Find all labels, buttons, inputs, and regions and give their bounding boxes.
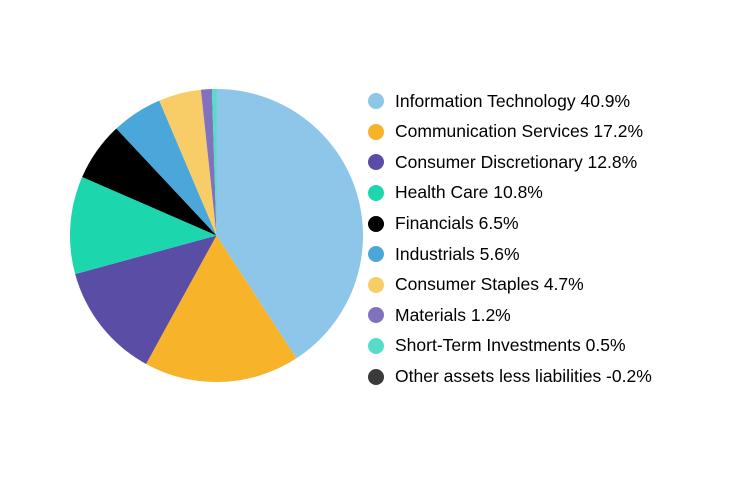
pie-chart [69, 88, 364, 383]
pie-slice-4 [82, 128, 217, 236]
pie-slice-7 [200, 89, 217, 236]
pie-slice-5 [116, 100, 217, 236]
legend-swatch-icon [368, 154, 384, 171]
pie-chart-area [68, 87, 365, 384]
legend-swatch-icon [368, 185, 384, 202]
legend-item-5: Industrials 5.6% [368, 239, 652, 270]
legend-label: Short-Term Investments 0.5% [395, 335, 626, 356]
legend-swatch-icon [368, 338, 384, 355]
legend-item-0: Information Technology 40.9% [368, 86, 652, 117]
legend-label: Consumer Staples 4.7% [395, 274, 584, 295]
legend-item-2: Consumer Discretionary 12.8% [368, 147, 652, 178]
pie-slice-3 [69, 176, 217, 275]
legend-item-1: Communication Services 17.2% [368, 117, 652, 148]
legend-label: Materials 1.2% [395, 304, 511, 325]
legend-item-8: Short-Term Investments 0.5% [368, 331, 652, 362]
legend-label: Financials 6.5% [395, 212, 519, 233]
legend-swatch-icon [368, 246, 384, 263]
legend-item-3: Health Care 10.8% [368, 178, 652, 209]
pie-slice-8 [211, 88, 217, 236]
legend-swatch-icon [368, 93, 384, 110]
legend-label: Health Care 10.8% [395, 182, 543, 203]
legend-label: Consumer Discretionary 12.8% [395, 151, 638, 172]
legend-label: Communication Services 17.2% [395, 121, 644, 142]
legend-swatch-icon [368, 123, 384, 140]
legend-item-9: Other assets less liabilities -0.2% [368, 361, 652, 392]
chart-legend: Information Technology 40.9% Communicatio… [368, 86, 652, 392]
legend-label: Information Technology 40.9% [395, 90, 631, 111]
pie-slice-0 [216, 88, 364, 359]
legend-label: Other assets less liabilities -0.2% [395, 365, 652, 386]
legend-swatch-icon [368, 276, 384, 293]
legend-swatch-icon [368, 215, 384, 232]
pie-slice-2 [75, 235, 217, 364]
legend-swatch-icon [368, 368, 384, 385]
pie-slice-6 [159, 89, 217, 236]
legend-swatch-icon [368, 307, 384, 324]
pie-slice-1 [146, 235, 297, 383]
legend-item-7: Materials 1.2% [368, 300, 652, 331]
legend-label: Industrials 5.6% [395, 243, 520, 264]
legend-item-6: Consumer Staples 4.7% [368, 270, 652, 301]
legend-item-4: Financials 6.5% [368, 208, 652, 239]
